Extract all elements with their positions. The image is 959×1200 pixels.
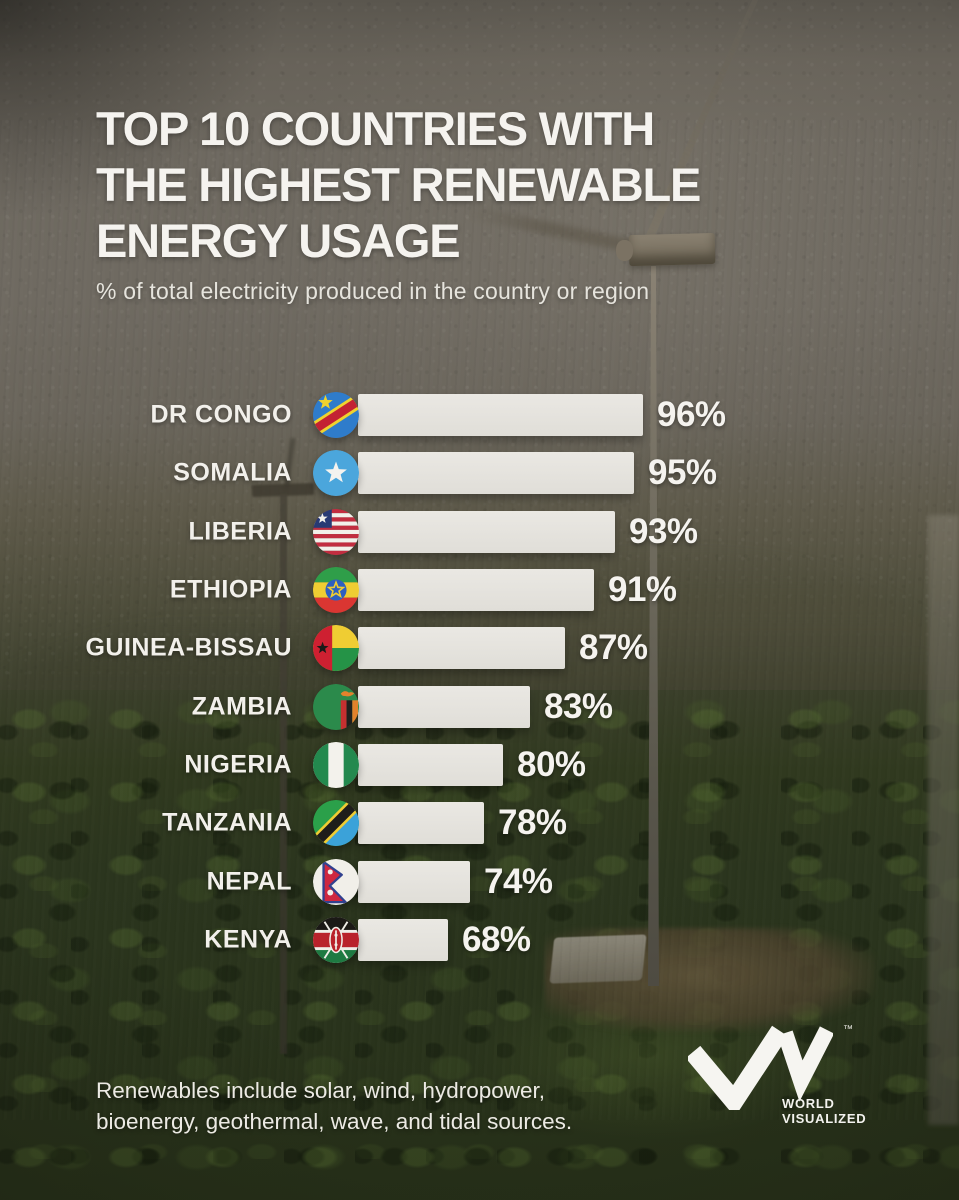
country-flag-icon <box>313 625 359 672</box>
chart-row: ZAMBIA 83% <box>0 677 959 735</box>
chart-row: GUINEA-BISSAU 87% <box>0 619 959 677</box>
country-label: SOMALIA <box>173 458 292 487</box>
country-label: NIGERIA <box>184 750 292 779</box>
chart-row: SOMALIA 95% <box>0 444 959 502</box>
bar <box>358 510 615 553</box>
world-visualized-logo-icon <box>688 1025 833 1110</box>
country-flag-icon <box>313 392 359 439</box>
bar <box>358 569 594 612</box>
country-flag-icon <box>313 567 359 614</box>
bar <box>358 918 448 961</box>
country-flag-icon <box>313 916 359 963</box>
bar <box>358 452 634 495</box>
country-flag-icon <box>313 508 359 555</box>
country-label: ZAMBIA <box>191 692 292 721</box>
footnote: Renewables include solar, wind, hydropow… <box>96 1078 573 1134</box>
country-label: ETHIOPIA <box>169 575 292 604</box>
bar <box>358 394 643 437</box>
value-label: 96% <box>657 395 726 435</box>
trademark-symbol: ™ <box>843 1024 853 1035</box>
country-flag-icon <box>313 800 359 847</box>
bar <box>358 802 484 845</box>
bar-chart: DR CONGO 96% SOMALIA 95% LIBERIA <box>0 386 959 969</box>
chart-row: ETHIOPIA 91% <box>0 561 959 619</box>
country-flag-icon <box>313 450 359 497</box>
country-label: GUINEA-BISSAU <box>85 633 292 662</box>
country-label: LIBERIA <box>188 517 292 546</box>
country-flag-icon <box>313 858 359 905</box>
chart-row: DR CONGO 96% <box>0 386 959 444</box>
brand-name-line2: VISUALIZED <box>782 1111 867 1126</box>
country-flag-icon <box>313 683 359 730</box>
page-title: TOP 10 COUNTRIES WITH THE HIGHEST RENEWA… <box>96 102 701 267</box>
chart-row: NEPAL 74% <box>0 852 959 910</box>
country-flag-icon <box>313 741 359 788</box>
bar <box>358 627 565 670</box>
bar <box>358 860 470 903</box>
bar <box>358 685 530 728</box>
value-label: 95% <box>648 453 717 493</box>
value-label: 87% <box>579 628 648 668</box>
value-label: 83% <box>544 686 613 726</box>
chart-row: NIGERIA 80% <box>0 736 959 794</box>
value-label: 91% <box>608 570 677 610</box>
brand-name: WORLD VISUALIZED <box>782 1096 866 1126</box>
country-label: TANZANIA <box>162 808 292 837</box>
chart-row: LIBERIA 93% <box>0 503 959 561</box>
value-label: 93% <box>629 511 698 551</box>
value-label: 74% <box>484 861 553 901</box>
brand-logo: ™ WORLD VISUALIZED <box>688 1024 948 1144</box>
chart-row: KENYA 68% <box>0 911 959 969</box>
chart-row: TANZANIA 78% <box>0 794 959 852</box>
bar <box>358 743 503 786</box>
value-label: 78% <box>498 803 567 843</box>
value-label: 68% <box>462 919 531 959</box>
country-label: DR CONGO <box>150 400 292 429</box>
brand-name-line1: WORLD <box>782 1096 835 1111</box>
country-label: NEPAL <box>206 867 292 896</box>
country-label: KENYA <box>204 925 292 954</box>
page-subtitle: % of total electricity produced in the c… <box>96 278 650 304</box>
value-label: 80% <box>517 744 586 784</box>
